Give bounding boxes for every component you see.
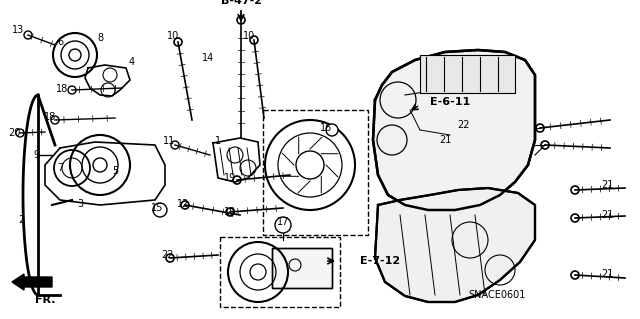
- Text: 21: 21: [601, 269, 613, 279]
- Bar: [272, 248, 332, 288]
- Text: 9: 9: [33, 150, 39, 160]
- Text: E-6-11: E-6-11: [430, 97, 470, 107]
- Text: 19: 19: [224, 173, 236, 183]
- Text: FR.: FR.: [35, 295, 55, 305]
- Text: 22: 22: [162, 250, 174, 260]
- Text: 16: 16: [320, 123, 332, 133]
- Circle shape: [296, 151, 324, 179]
- Text: 8: 8: [97, 33, 103, 43]
- Text: 4: 4: [129, 57, 135, 67]
- Text: 7: 7: [57, 163, 63, 173]
- Bar: [272, 248, 332, 288]
- Text: 21: 21: [601, 210, 613, 220]
- Text: 19: 19: [224, 207, 236, 217]
- Text: 1: 1: [215, 136, 221, 146]
- Text: 13: 13: [12, 25, 24, 35]
- Circle shape: [69, 49, 81, 61]
- Text: 21: 21: [601, 180, 613, 190]
- Text: 11: 11: [163, 136, 175, 146]
- Text: 10: 10: [167, 31, 179, 41]
- Bar: [220, 237, 340, 307]
- Text: 10: 10: [243, 31, 255, 41]
- Text: E-7-12: E-7-12: [360, 256, 400, 266]
- Text: 18: 18: [44, 112, 56, 122]
- Text: SNACE0601: SNACE0601: [468, 290, 525, 300]
- Text: 20: 20: [8, 128, 20, 138]
- Text: 22: 22: [458, 120, 470, 130]
- Text: 18: 18: [56, 84, 68, 94]
- Text: 3: 3: [77, 199, 83, 209]
- Text: 6: 6: [57, 37, 63, 47]
- Text: 15: 15: [151, 203, 163, 213]
- Text: B-47-2: B-47-2: [221, 0, 262, 6]
- Polygon shape: [373, 50, 535, 210]
- Text: 21: 21: [439, 135, 451, 145]
- Circle shape: [93, 158, 107, 172]
- Text: 2: 2: [18, 215, 24, 225]
- Text: 5: 5: [112, 166, 118, 176]
- Bar: [263, 110, 368, 235]
- Polygon shape: [375, 188, 535, 302]
- Bar: [420, 55, 515, 93]
- Circle shape: [250, 264, 266, 280]
- Text: 14: 14: [202, 53, 214, 63]
- Circle shape: [326, 124, 338, 136]
- Text: 12: 12: [177, 199, 189, 209]
- FancyArrow shape: [12, 274, 52, 290]
- Text: 17: 17: [277, 217, 289, 227]
